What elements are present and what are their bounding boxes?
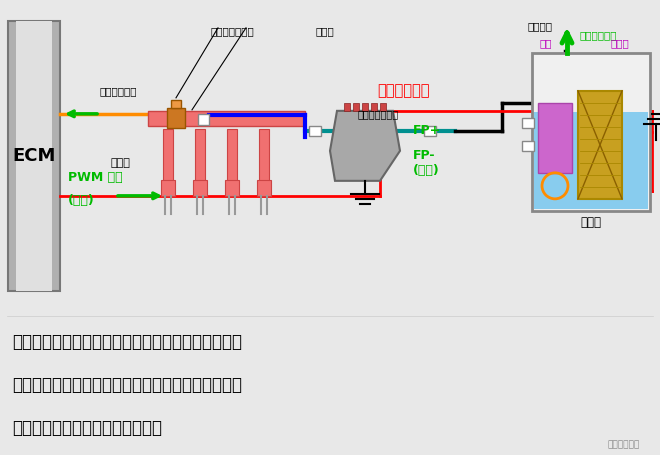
Bar — [161, 180, 175, 196]
Bar — [148, 111, 305, 126]
Bar — [578, 91, 622, 199]
Text: 车底板下燃料管: 车底板下燃料管 — [358, 109, 399, 119]
Bar — [380, 103, 386, 111]
Bar — [259, 129, 269, 181]
Text: 油泵控制模块，用于控制收集燃料压力信号，从而调: 油泵控制模块，用于控制收集燃料压力信号，从而调 — [12, 376, 242, 394]
Bar — [532, 53, 650, 211]
Bar — [344, 103, 350, 111]
Bar — [16, 21, 52, 291]
Bar — [364, 126, 376, 136]
Text: 燃料流通方向: 燃料流通方向 — [580, 30, 618, 40]
Bar — [198, 114, 209, 125]
Text: 燃料压力信号: 燃料压力信号 — [99, 86, 137, 96]
Bar — [195, 129, 205, 181]
Bar — [309, 126, 321, 136]
Text: FP+: FP+ — [413, 124, 442, 137]
Bar — [362, 103, 368, 111]
Bar — [522, 141, 534, 151]
Text: 油泵控制模块: 油泵控制模块 — [377, 83, 430, 98]
Text: 燃料压力传感器: 燃料压力传感器 — [210, 26, 254, 36]
Bar — [257, 180, 271, 196]
Text: 燃料软管: 燃料软管 — [527, 21, 552, 31]
Bar — [225, 180, 239, 196]
Text: FP-: FP- — [413, 149, 436, 162]
Text: 回流: 回流 — [540, 38, 552, 48]
Bar — [534, 112, 648, 209]
Bar — [8, 21, 60, 291]
Bar — [353, 103, 359, 111]
Text: 燃料管: 燃料管 — [315, 26, 334, 36]
Bar — [371, 103, 377, 111]
Text: PWM 信号: PWM 信号 — [68, 171, 123, 184]
Bar — [167, 108, 185, 128]
Text: ECM: ECM — [13, 147, 55, 165]
Bar — [227, 129, 237, 181]
Text: (电压): (电压) — [413, 164, 440, 177]
Text: 喷射泵: 喷射泵 — [581, 216, 601, 229]
Text: 太平洋汽车网: 太平洋汽车网 — [608, 440, 640, 449]
Text: 相比于传统的燃料喷射系统，可变燃压系统多了一个: 相比于传统的燃料喷射系统，可变燃压系统多了一个 — [12, 333, 242, 351]
Bar — [171, 100, 181, 108]
Bar — [193, 180, 207, 196]
Text: 节油泵，最终改变燃料管的油压。: 节油泵，最终改变燃料管的油压。 — [12, 419, 162, 437]
Bar — [163, 129, 173, 181]
Text: 喷油器: 喷油器 — [110, 158, 130, 168]
Text: 泵流量: 泵流量 — [610, 38, 630, 48]
Bar — [538, 103, 572, 173]
Bar — [424, 126, 436, 136]
Bar — [522, 118, 534, 128]
Polygon shape — [330, 111, 400, 181]
Text: (可变): (可变) — [68, 194, 95, 207]
